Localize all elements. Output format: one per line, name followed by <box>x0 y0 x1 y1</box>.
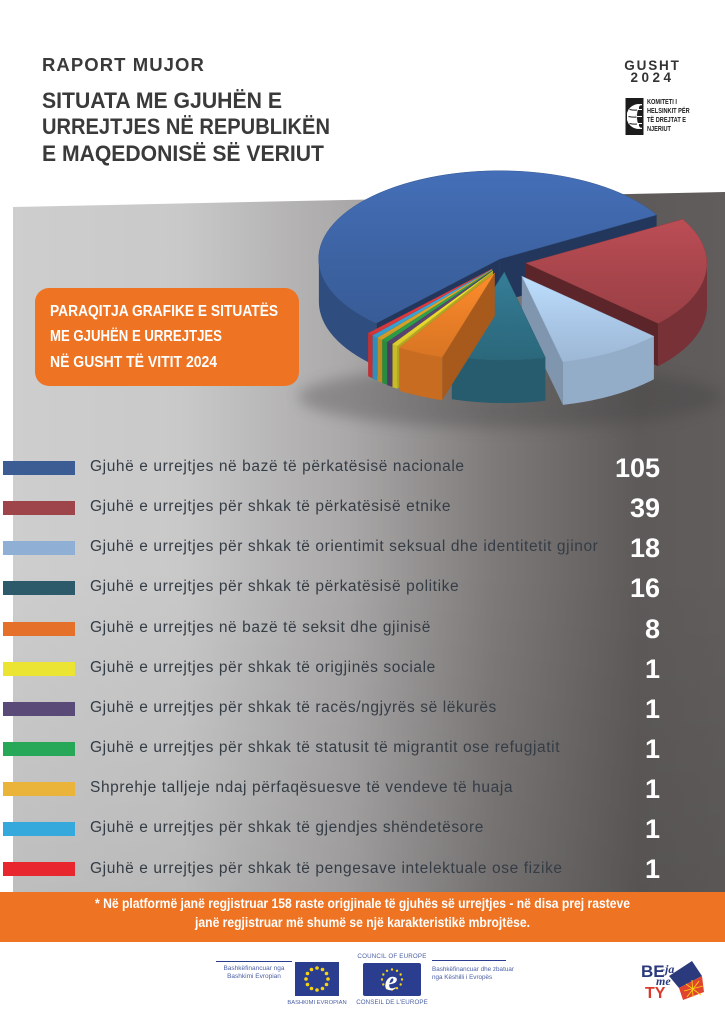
svg-text:-ja: -ja <box>661 962 674 976</box>
svg-text:BE: BE <box>641 962 665 981</box>
svg-text:e: e <box>385 965 398 997</box>
svg-text:me: me <box>656 974 671 988</box>
svg-text:TY: TY <box>645 985 666 1002</box>
